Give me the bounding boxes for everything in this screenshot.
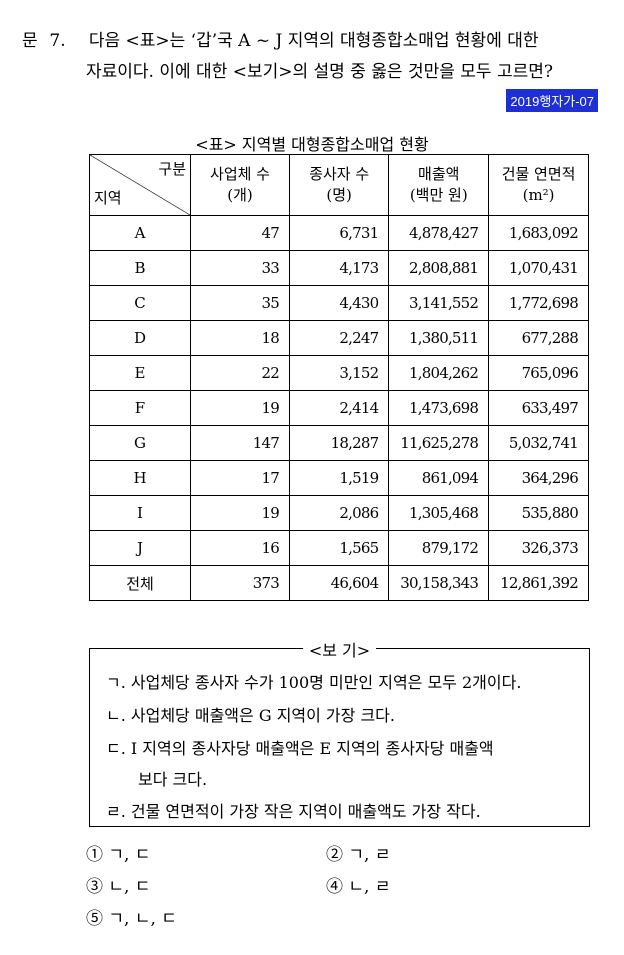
table-row: E 22 3,152 1,804,262 765,096: [89, 355, 589, 391]
value-cell: 765,096: [488, 355, 589, 391]
region-cell: E: [89, 355, 191, 391]
region-cell: 전체: [89, 565, 191, 601]
value-cell: 35: [190, 285, 290, 321]
value-cell: 30,158,343: [388, 565, 490, 601]
value-cell: 33: [190, 250, 290, 286]
question-number: 7.: [49, 31, 66, 51]
region-cell: B: [89, 250, 191, 286]
corner-header: 구분 지역: [89, 154, 191, 216]
value-cell: 11,625,278: [388, 425, 490, 461]
bogi-item-2: ㄴ. 사업체당 매출액은 G 지역이 가장 크다.: [106, 706, 395, 725]
value-cell: 46,604: [288, 565, 390, 601]
table-row: G 147 18,287 11,625,278 5,032,741: [89, 425, 589, 461]
question-text-1: 다음 <표>는 ‘갑’국 A ~ J 지역의 대형종합소매업 현황에 대한: [88, 31, 539, 51]
value-cell: 18: [190, 320, 290, 356]
region-cell: D: [89, 320, 191, 356]
table-row: C 35 4,430 3,141,552 1,772,698: [89, 285, 589, 321]
value-cell: 19: [190, 390, 290, 426]
bogi-item-3-cont: 보다 크다.: [138, 770, 208, 789]
table-title: <표> 지역별 대형종합소매업 현황: [195, 135, 429, 154]
value-cell: 1,070,431: [488, 250, 589, 286]
value-cell: 2,808,881: [388, 250, 490, 286]
value-cell: 2,414: [288, 390, 390, 426]
bogi-box: <보 기> ㄱ. 사업체당 종사자 수가 100명 미만인 지역은 모두 2개이…: [89, 641, 590, 827]
value-cell: 1,772,698: [488, 285, 589, 321]
value-cell: 326,373: [488, 530, 589, 566]
value-cell: 2,247: [288, 320, 390, 356]
value-cell: 1,305,468: [388, 495, 490, 531]
bogi-item-1: ㄱ. 사업체당 종사자 수가 100명 미만인 지역은 모두 2개이다.: [106, 673, 522, 692]
value-cell: 5,032,741: [488, 425, 589, 461]
table-row: J 16 1,565 879,172 326,373: [89, 530, 589, 566]
value-cell: 633,497: [488, 390, 589, 426]
table-row: F 19 2,414 1,473,698 633,497: [89, 390, 589, 426]
source-tag: 2019행자가-07: [506, 89, 598, 112]
header-businesses: 사업체 수 (개): [190, 154, 290, 216]
value-cell: 364,296: [488, 460, 589, 496]
question-line-2: 자료이다. 이에 대한 <보기>의 설명 중 옳은 것만을 모두 고르면?: [86, 57, 553, 82]
value-cell: 677,288: [488, 320, 589, 356]
option-4[interactable]: ④ ㄴ, ㄹ: [326, 877, 391, 897]
option-1[interactable]: ① ㄱ, ㄷ: [86, 845, 151, 865]
table-row: D 18 2,247 1,380,511 677,288: [89, 320, 589, 356]
table-row: H 17 1,519 861,094 364,296: [89, 460, 589, 496]
table-row: 전체 373 46,604 30,158,343 12,861,392: [89, 565, 589, 601]
region-cell: F: [89, 390, 191, 426]
header-employees: 종사자 수 (명): [288, 154, 390, 216]
value-cell: 2,086: [288, 495, 390, 531]
value-cell: 1,683,092: [488, 215, 589, 251]
option-5[interactable]: ⑤ ㄱ, ㄴ, ㄷ: [86, 909, 177, 929]
value-cell: 22: [190, 355, 290, 391]
region-cell: C: [89, 285, 191, 321]
bogi-title: <보 기>: [302, 641, 377, 660]
value-cell: 47: [190, 215, 290, 251]
value-cell: 4,173: [288, 250, 390, 286]
table-row: I 19 2,086 1,305,468 535,880: [89, 495, 589, 531]
bogi-item-3: ㄷ. I 지역의 종사자당 매출액은 E 지역의 종사자당 매출액: [106, 739, 494, 758]
value-cell: 19: [190, 495, 290, 531]
region-cell: A: [89, 215, 191, 251]
value-cell: 18,287: [288, 425, 390, 461]
region-cell: J: [89, 530, 191, 566]
value-cell: 3,152: [288, 355, 390, 391]
region-table: 구분 지역 사업체 수 (개) 종사자 수 (명) 매출액 (백만 원) 건물 연면적…: [89, 154, 589, 601]
value-cell: 4,430: [288, 285, 390, 321]
value-cell: 147: [190, 425, 290, 461]
value-cell: 1,380,511: [388, 320, 490, 356]
value-cell: 1,519: [288, 460, 390, 496]
region-cell: H: [89, 460, 191, 496]
option-3[interactable]: ③ ㄴ, ㄷ: [86, 877, 151, 897]
value-cell: 3,141,552: [388, 285, 490, 321]
option-2[interactable]: ② ㄱ, ㄹ: [326, 845, 391, 865]
value-cell: 17: [190, 460, 290, 496]
value-cell: 535,880: [488, 495, 589, 531]
value-cell: 16: [190, 530, 290, 566]
header-sales: 매출액 (백만 원): [388, 154, 490, 216]
value-cell: 6,731: [288, 215, 390, 251]
value-cell: 1,473,698: [388, 390, 490, 426]
question-line-1: 문 7. 다음 <표>는 ‘갑’국 A ~ J 지역의 대형종합소매업 현황에 …: [22, 26, 539, 51]
value-cell: 879,172: [388, 530, 490, 566]
region-cell: G: [89, 425, 191, 461]
table-row: A 47 6,731 4,878,427 1,683,092: [89, 215, 589, 251]
table-row: B 33 4,173 2,808,881 1,070,431: [89, 250, 589, 286]
value-cell: 861,094: [388, 460, 490, 496]
value-cell: 4,878,427: [388, 215, 490, 251]
value-cell: 12,861,392: [488, 565, 589, 601]
region-cell: I: [89, 495, 191, 531]
header-floor-area: 건물 연면적 (m²): [488, 154, 589, 216]
value-cell: 1,565: [288, 530, 390, 566]
question-text-2: 자료이다. 이에 대한 <보기>의 설명 중 옳은 것만을 모두 고르면?: [86, 62, 553, 82]
corner-bottom-label: 지역: [94, 189, 122, 207]
bogi-item-4: ㄹ. 건물 연면적이 가장 작은 지역이 매출액도 가장 작다.: [106, 802, 481, 821]
value-cell: 1,804,262: [388, 355, 490, 391]
question-prefix: 문: [22, 31, 38, 51]
corner-top-label: 구분: [158, 160, 186, 178]
value-cell: 373: [190, 565, 290, 601]
